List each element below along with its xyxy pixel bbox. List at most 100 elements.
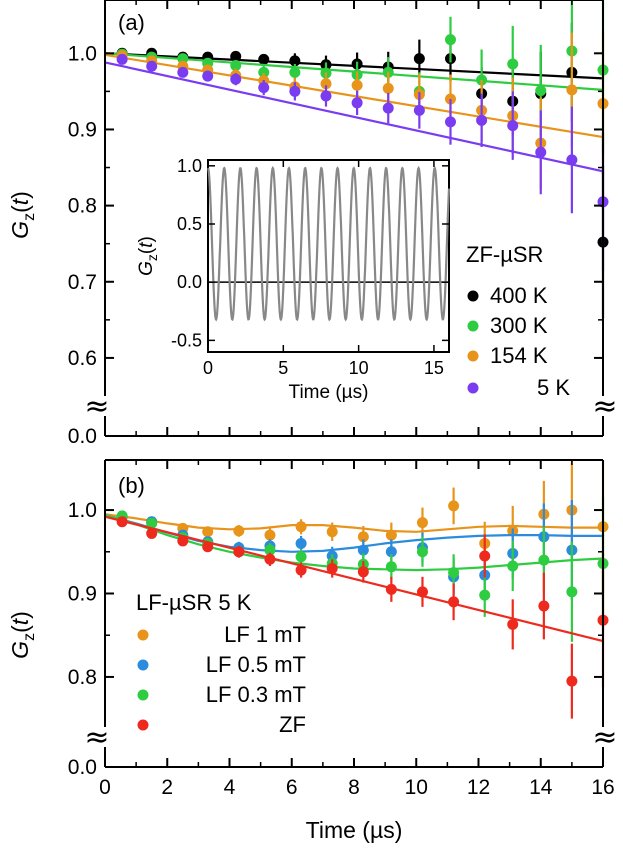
legend-item-zf: ZF [137, 712, 306, 737]
legend-label: LF 1 mT [224, 622, 306, 647]
series-5-k [104, 53, 609, 271]
data-point [258, 53, 270, 65]
axis-break-right: ≈ [592, 720, 617, 755]
legend-marker [467, 320, 479, 332]
panel-a: -0.5 0.0 0.5 1.0 0 5 10 15 Time (µs) Gz(t) ≈ ≈0.6 0… [7, 0, 618, 448]
series-lf-1-mt [104, 460, 609, 594]
legend-item-lf-1-mt: LF 1 mT [137, 622, 306, 647]
data-point [416, 546, 428, 558]
data-point [535, 146, 547, 158]
data-point [295, 521, 307, 533]
axis-break-left: ≈ [84, 720, 109, 755]
data-point [326, 526, 338, 538]
data-point [385, 583, 397, 595]
data-point [289, 85, 301, 97]
legend-marker [137, 659, 149, 671]
panel-b-legend: LF-µSR 5 K LF 1 mT LF 0.5 mT LF 0.3 mT ZF [136, 590, 306, 737]
data-point [385, 529, 397, 541]
fit-line [104, 61, 604, 173]
data-point [448, 567, 460, 579]
data-point [357, 544, 369, 556]
inset-y-tick-label: -0.5 [171, 330, 202, 350]
data-point [416, 517, 428, 529]
data-point [177, 66, 189, 78]
panel-a-frame: ≈ ≈0.6 0.7 0.8 0.9 1.0 0.0 Gz(t) [7, 0, 618, 448]
data-point [413, 104, 425, 116]
y-axis-title: Gz(t) [7, 611, 38, 659]
legend-item-154-k: 154 K [467, 343, 548, 368]
data-point [566, 84, 578, 96]
y-axis-title: Gz(t) [7, 191, 38, 239]
legend-label: LF 0.5 mT [206, 652, 306, 677]
data-point [416, 586, 428, 598]
inset-x-axis-title: Time (µs) [289, 382, 369, 403]
data-point [146, 527, 158, 539]
data-point [116, 53, 128, 65]
data-point [413, 53, 425, 65]
legend-label: 400 K [490, 283, 548, 308]
data-point [479, 550, 491, 562]
legend-label: ZF [279, 712, 306, 737]
inset-oscillation-curve [207, 165, 451, 322]
legend-label: 5 K [537, 375, 570, 400]
data-point [326, 562, 338, 574]
x-tick-label: 10 [405, 776, 428, 799]
data-point [233, 525, 245, 537]
fit-line [104, 53, 604, 139]
data-point [264, 544, 276, 556]
data-point [507, 618, 519, 630]
y-tick-label-zero: 0.0 [68, 756, 97, 779]
x-tick-label: 12 [467, 776, 490, 799]
inset-x-tick-label: 15 [424, 358, 444, 378]
data-point [230, 73, 242, 85]
inset-plot: -0.5 0.0 0.5 1.0 0 5 10 15 Time (µs) Gz(t) [136, 156, 451, 403]
y-tick-label: 0.8 [68, 666, 97, 689]
data-point [177, 53, 189, 65]
data-point [233, 546, 245, 558]
x-tick-label: 4 [224, 776, 236, 799]
legend-label: 300 K [490, 313, 548, 338]
legend-item-lf-0-5-mt: LF 0.5 mT [137, 652, 306, 677]
legend-marker [467, 382, 479, 394]
data-point [264, 553, 276, 565]
y-tick-label: 0.9 [68, 118, 97, 141]
legend-a-title: ZF-µSR [466, 242, 543, 267]
data-point [382, 102, 394, 114]
y-tick-label-zero: 0.0 [68, 425, 97, 448]
axis-break-left: ≈ [84, 389, 109, 424]
series-zf [104, 515, 609, 719]
y-tick-label: 1.0 [68, 42, 97, 65]
legend-marker [137, 689, 149, 701]
y-tick-label: 0.8 [68, 195, 97, 218]
data-point [295, 551, 307, 563]
legend-marker [467, 290, 479, 302]
series-lf-0-5-mt [104, 500, 603, 601]
x-tick-label: 0 [99, 776, 111, 799]
inset-y-axis-title: Gz(t) [136, 236, 160, 276]
y-tick-label: 0.6 [68, 347, 97, 370]
panel-a-data [104, 0, 609, 319]
legend-label: LF 0.3 mT [206, 682, 306, 707]
panel-b: ≈ ≈0.8 0.9 1.0 0.00 2 4 6 8 10 12 14 16 Gz(t) (b) LF-… [7, 459, 618, 843]
legend-label: 154 K [490, 343, 548, 368]
legend-marker [467, 350, 479, 362]
panel-b-data [104, 460, 609, 719]
data-point [382, 82, 394, 94]
x-tick-label: 6 [286, 776, 298, 799]
data-point [177, 535, 189, 547]
data-point [535, 85, 547, 97]
data-point [230, 50, 242, 62]
data-point [258, 82, 270, 94]
x-tick-label: 14 [529, 776, 553, 799]
data-point [202, 526, 214, 538]
inset-y-tick-label: 0.0 [177, 272, 202, 292]
data-point [264, 529, 276, 541]
data-point [507, 120, 519, 132]
data-point [566, 675, 578, 687]
x-tick-label: 16 [591, 776, 614, 799]
data-point [202, 541, 214, 553]
legend-marker [137, 719, 149, 731]
legend-b-title: LF-µSR 5 K [136, 590, 252, 615]
data-point [476, 114, 488, 126]
